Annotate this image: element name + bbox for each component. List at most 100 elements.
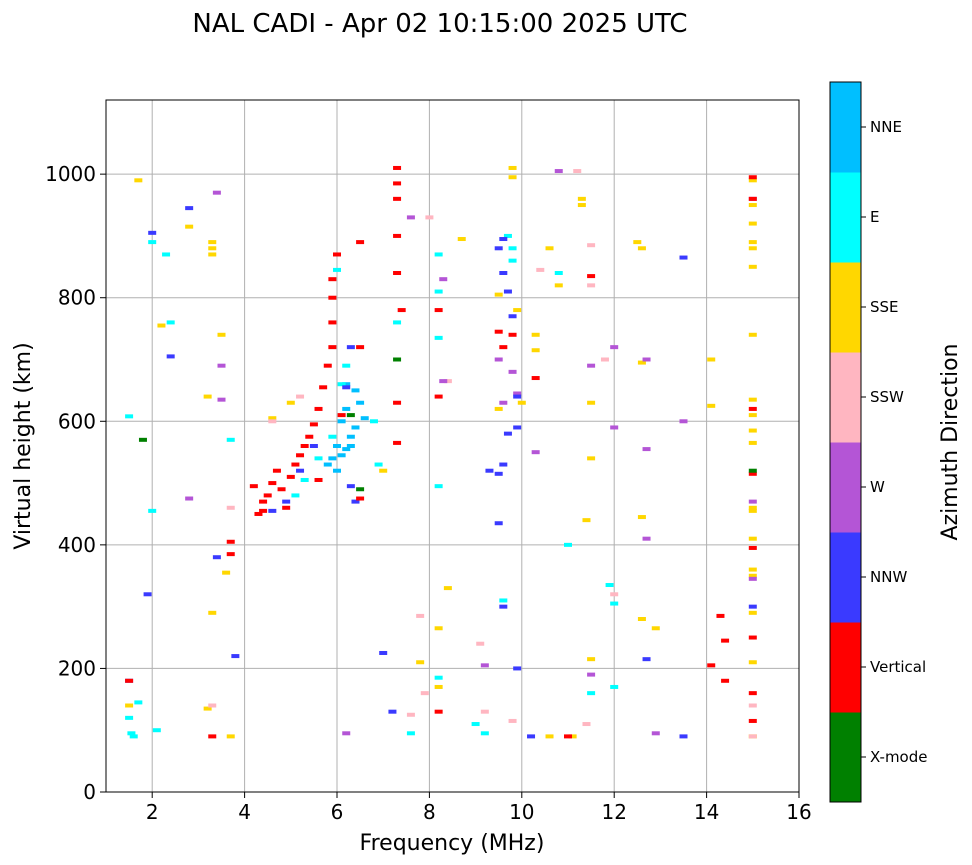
data-point	[637, 360, 646, 365]
data-point	[564, 542, 572, 547]
data-point	[393, 440, 402, 445]
data-point	[356, 240, 365, 245]
series-x-mode	[138, 357, 757, 492]
data-point	[272, 468, 281, 473]
data-point	[268, 508, 277, 513]
data-point	[434, 252, 443, 257]
data-point	[439, 379, 448, 384]
data-point	[508, 165, 517, 170]
colorbar: X-mode Vertical NNW W SSW SSE E NNE	[829, 81, 927, 803]
data-point	[434, 684, 443, 689]
data-point	[679, 419, 688, 424]
data-point	[282, 505, 291, 510]
data-point	[443, 586, 452, 591]
data-point	[203, 706, 212, 711]
data-point	[633, 240, 642, 245]
data-point	[605, 583, 614, 588]
series-nne	[323, 382, 369, 473]
data-point	[282, 499, 291, 504]
data-point	[494, 471, 503, 476]
data-point	[434, 675, 443, 680]
data-point	[499, 345, 508, 350]
data-point	[314, 406, 323, 411]
data-point	[393, 400, 402, 405]
data-point	[531, 376, 540, 381]
colorbar-tick-label: W	[870, 478, 885, 496]
data-point	[508, 332, 517, 337]
data-point	[217, 397, 226, 402]
data-point	[600, 357, 609, 362]
data-point	[513, 308, 522, 313]
data-point	[263, 493, 272, 498]
data-point	[434, 484, 443, 489]
data-point	[222, 570, 231, 575]
data-point	[554, 169, 563, 174]
data-point	[300, 477, 309, 482]
data-point	[721, 638, 730, 643]
data-point	[125, 678, 134, 683]
data-point	[259, 499, 268, 504]
data-point	[748, 660, 757, 665]
data-point	[309, 422, 318, 427]
data-point	[212, 555, 221, 560]
data-point	[300, 444, 309, 448]
data-point	[637, 515, 646, 520]
colorbar-segment	[830, 262, 861, 353]
x-tick-label: 2	[146, 800, 159, 824]
data-point	[503, 233, 512, 238]
data-point	[268, 481, 277, 486]
data-point	[393, 233, 402, 238]
data-point	[480, 663, 489, 668]
data-point	[162, 252, 171, 257]
data-point	[226, 505, 235, 510]
data-point	[499, 400, 508, 405]
data-point	[185, 206, 194, 211]
data-point	[185, 496, 194, 501]
data-point	[536, 267, 545, 272]
data-point	[286, 474, 295, 479]
y-tick-label: 0	[83, 780, 96, 804]
data-point	[393, 357, 402, 362]
data-point	[503, 431, 512, 436]
data-point	[319, 385, 328, 390]
data-point	[397, 308, 406, 313]
data-point	[356, 345, 365, 350]
data-point	[748, 246, 757, 251]
data-point	[642, 536, 651, 541]
data-point	[748, 718, 757, 723]
data-point	[148, 508, 157, 513]
data-point	[531, 332, 540, 337]
series-e	[125, 233, 619, 739]
data-point	[369, 419, 378, 424]
data-point	[748, 545, 757, 550]
data-point	[296, 394, 305, 399]
colorbar-segment	[830, 352, 861, 443]
data-point	[642, 447, 651, 452]
data-point	[134, 178, 143, 183]
data-point	[564, 734, 572, 739]
data-point	[346, 345, 355, 350]
colorbar-frame	[829, 81, 862, 803]
data-point	[651, 626, 660, 631]
data-point	[748, 471, 757, 476]
data-point	[374, 462, 383, 467]
data-point	[268, 419, 277, 424]
data-point	[208, 703, 217, 708]
data-point	[707, 357, 716, 362]
data-point	[314, 456, 323, 461]
data-point	[748, 505, 757, 510]
data-point	[148, 240, 157, 245]
data-point	[333, 468, 341, 473]
data-point	[748, 691, 757, 696]
data-point	[342, 382, 351, 387]
data-point	[748, 536, 757, 541]
x-tick-label: 6	[331, 800, 344, 824]
data-point	[587, 363, 596, 368]
colorbar-tick-label: X-mode	[870, 748, 927, 766]
data-point	[127, 731, 136, 736]
x-tick-label: 12	[601, 800, 626, 824]
data-point	[296, 468, 305, 473]
data-point	[125, 715, 134, 720]
data-point	[587, 243, 596, 248]
data-point	[291, 462, 300, 467]
